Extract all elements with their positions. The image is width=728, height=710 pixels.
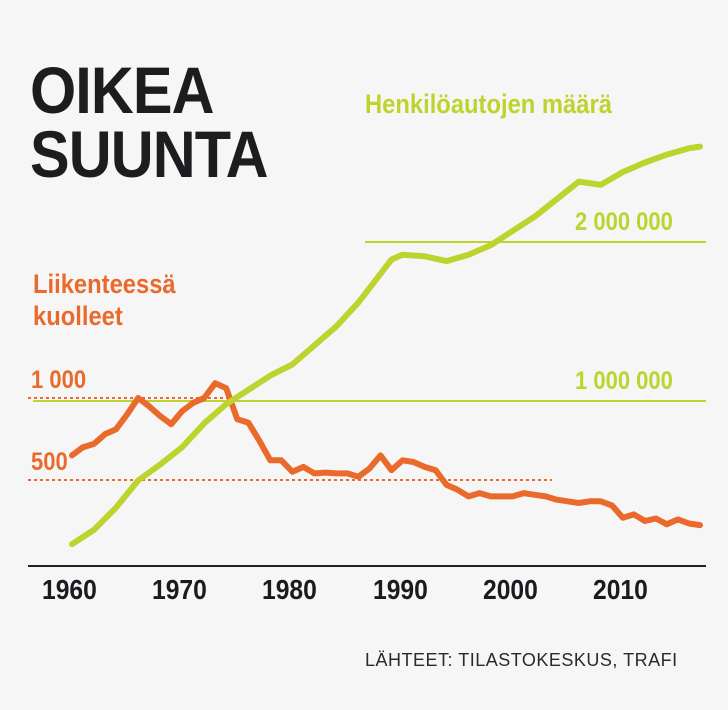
series-label-deaths: Liikenteessä kuolleet bbox=[33, 268, 176, 332]
deaths-axis-tick-label: 1 000 bbox=[31, 366, 87, 394]
series-label-deaths-word: Liikenteessä bbox=[33, 269, 176, 299]
x-axis-tick-label: 1970 bbox=[152, 574, 207, 605]
chart-title-line-2: SUUNTA bbox=[30, 117, 269, 191]
chart-title-line-1: OIKEA bbox=[30, 53, 215, 127]
x-axis-tick-label: 1990 bbox=[372, 574, 428, 605]
cars-axis-tick-label: 1 000 000 bbox=[575, 367, 673, 395]
series-label-deaths-word: kuolleet bbox=[33, 301, 123, 331]
deaths-series-line bbox=[69, 380, 703, 529]
cars-axis-tick-label: 2 000 000 bbox=[575, 208, 673, 236]
deaths-axis-tick-label: 500 bbox=[31, 448, 68, 476]
x-axis-tick-label: 2000 bbox=[482, 574, 538, 605]
x-axis-tick-label: 1980 bbox=[262, 574, 318, 605]
source-note: LÄHTEET: TILASTOKESKUS, TRAFI bbox=[365, 650, 678, 670]
chart-title: OIKEA SUUNTA bbox=[30, 53, 269, 191]
x-axis-tick-label: 2010 bbox=[592, 574, 648, 605]
cars-series-line bbox=[69, 143, 703, 548]
x-axis-tick-label: 1960 bbox=[42, 574, 97, 605]
series-label-cars: Henkilöautojen määrä bbox=[365, 89, 612, 119]
